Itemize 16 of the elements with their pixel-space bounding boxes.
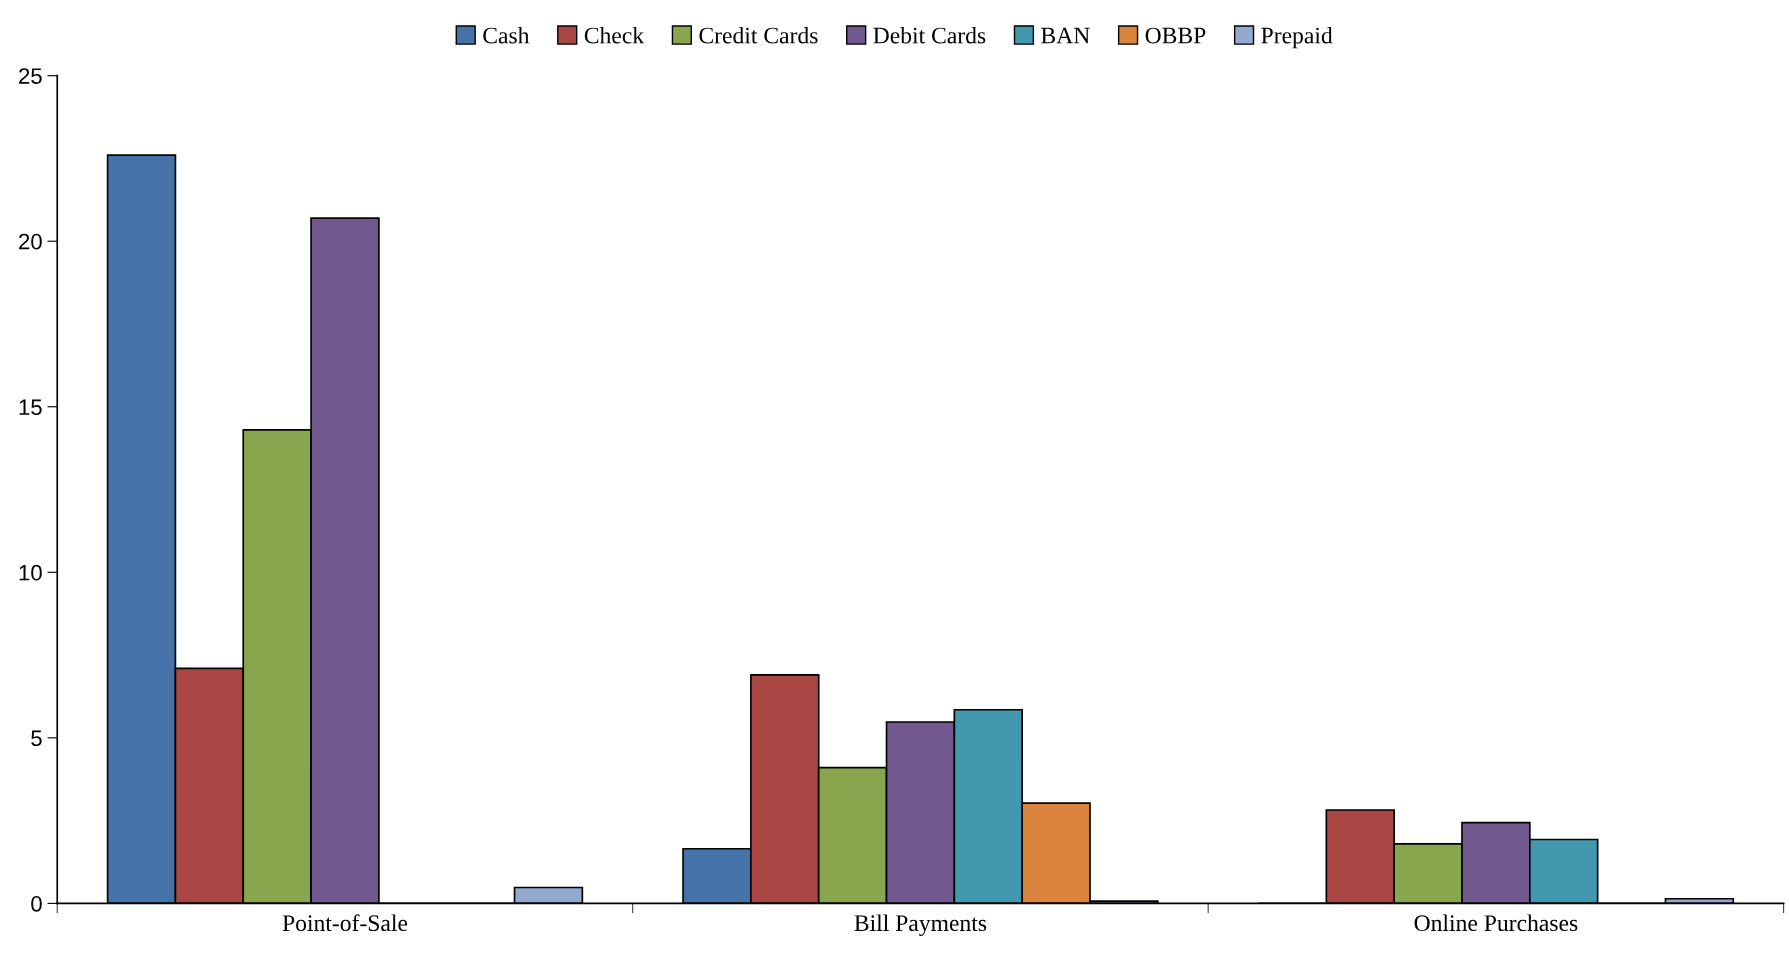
y-tick-label: 15 xyxy=(19,399,42,416)
y-tick-label: 20 xyxy=(19,233,42,250)
y-tick-label: 5 xyxy=(31,730,42,747)
x-tick-label: Point-of-Sale xyxy=(282,914,408,932)
legend-label: OBBP xyxy=(1145,27,1206,44)
legend-label: BAN xyxy=(1041,27,1090,44)
legend-label: Cash xyxy=(483,26,530,44)
y-tick-label: 0 xyxy=(31,895,42,912)
legend-label: Credit Cards xyxy=(699,26,818,44)
y-tick-label: 25 xyxy=(19,68,42,84)
legend-label: Prepaid xyxy=(1261,26,1333,49)
x-tick-label: Bill Payments xyxy=(854,914,987,936)
legend-label: Debit Cards xyxy=(873,26,986,44)
y-tick-label: 10 xyxy=(19,564,42,581)
legend-label: Check xyxy=(584,26,645,44)
x-tick-label: Online Purchases xyxy=(1414,914,1578,932)
